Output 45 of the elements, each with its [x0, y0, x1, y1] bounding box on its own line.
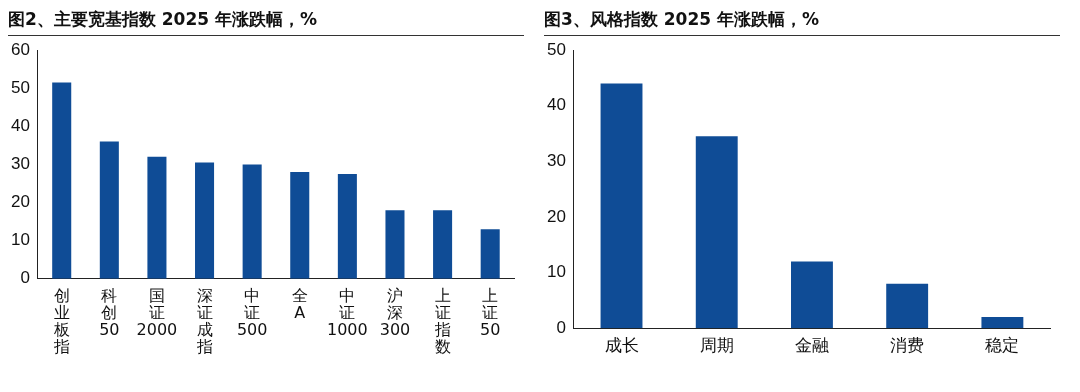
bar: [290, 172, 310, 279]
y-tick-label: 50: [10, 77, 30, 97]
y-tick-label: 40: [10, 115, 30, 135]
x-tick-label: 上证50: [480, 286, 501, 339]
bar: [195, 162, 215, 279]
y-tick-label: 20: [546, 206, 566, 226]
chart-title: 图2、主要宽基指数 2025 年涨跌幅，%: [8, 6, 524, 36]
bar: [791, 261, 833, 329]
bar: [433, 210, 453, 279]
bar: [981, 317, 1024, 329]
x-tick-label: 国证2000: [136, 286, 178, 339]
x-tick-label: 中证500: [236, 286, 268, 339]
bar: [52, 82, 72, 279]
bar: [337, 173, 357, 279]
y-tick-label: 50: [546, 39, 566, 59]
x-tick-label: 创业板指: [52, 286, 70, 356]
bar: [480, 229, 500, 279]
x-tick-label: 上证指数: [433, 286, 451, 356]
x-tick-label: 沪深300: [379, 286, 411, 339]
x-tick-label: 成长: [604, 335, 639, 356]
x-tick-label: 中证1000: [327, 286, 368, 339]
bar: [147, 156, 167, 279]
chart-title: 图3、风格指数 2025 年涨跌幅，%: [544, 6, 1060, 36]
y-tick-label: 0: [20, 268, 30, 288]
y-tick-label: 30: [546, 150, 566, 170]
x-tick-label: 金融: [794, 335, 829, 356]
x-tick-label: 周期: [699, 335, 734, 356]
bar: [886, 283, 929, 329]
x-tick-label: 稳定: [985, 335, 1020, 356]
bar: [242, 164, 262, 279]
x-tick-label: 全A: [291, 286, 308, 323]
bar: [385, 210, 405, 279]
x-tick-label: 科创50: [99, 286, 120, 339]
y-tick-label: 10: [10, 230, 30, 250]
y-tick-label: 20: [10, 192, 30, 212]
x-tick-label: 消费: [890, 335, 925, 356]
y-tick-label: 60: [10, 39, 30, 59]
y-tick-label: 0: [556, 317, 566, 337]
bar: [695, 136, 738, 329]
x-tick-label: 深证成指: [195, 286, 213, 356]
bar: [99, 141, 119, 279]
y-tick-label: 40: [546, 95, 566, 115]
y-tick-label: 10: [546, 262, 566, 282]
bar: [600, 83, 643, 329]
y-tick-label: 30: [10, 154, 30, 174]
